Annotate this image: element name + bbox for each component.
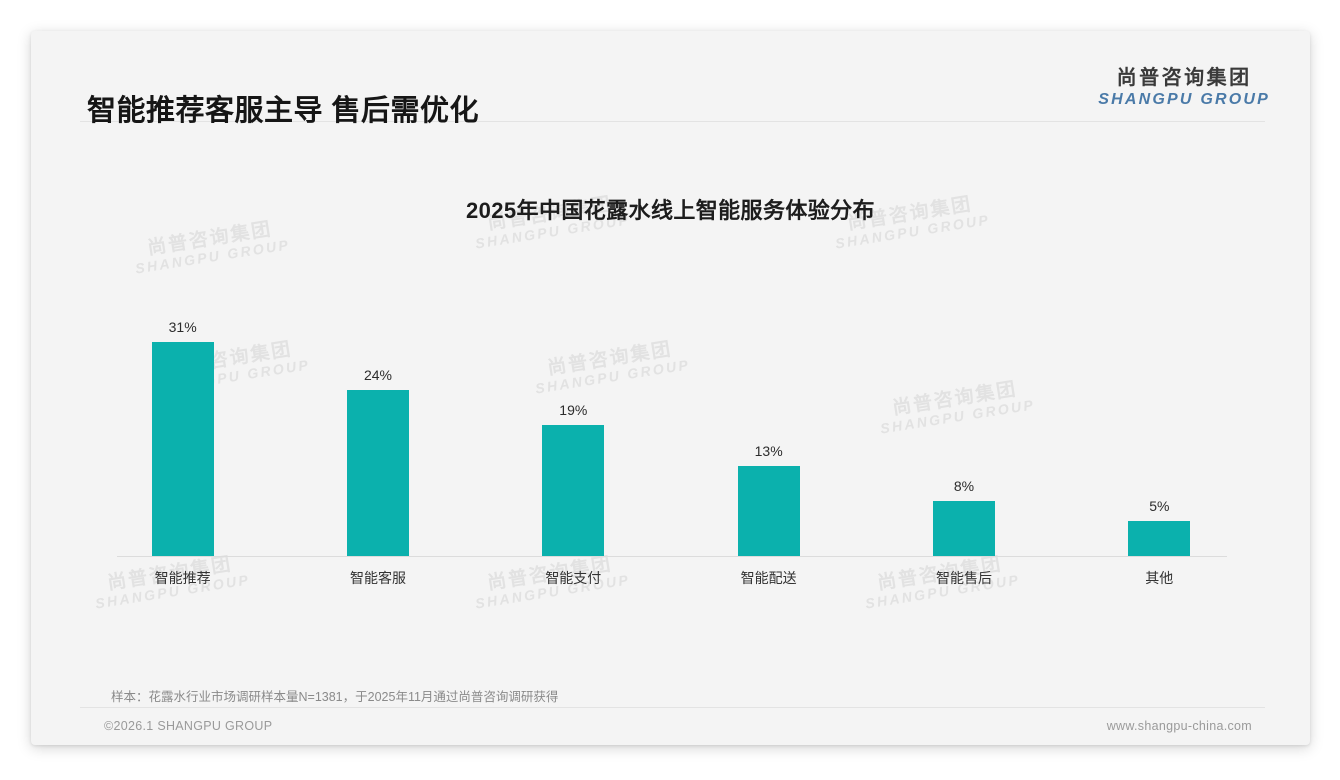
bar[interactable]	[151, 342, 214, 556]
bar-column[interactable]: 31%	[85, 286, 280, 556]
x-axis-label: 智能支付	[545, 570, 602, 586]
brand-logo: 尚普咨询集团 SHANGPU GROUP	[1098, 61, 1270, 109]
slide-header: 智能推荐客服主导 售后需优化 尚普咨询集团 SHANGPU GROUP	[31, 31, 1310, 127]
x-axis-line	[117, 556, 1227, 557]
bar[interactable]	[737, 466, 800, 556]
chart-bars: 31% 24% 19% 13% 8% 5%	[85, 286, 1257, 556]
copyright-text: ©2026.1 SHANGPU GROUP	[104, 719, 273, 733]
brand-logo-cn: 尚普咨询集团	[1116, 67, 1252, 89]
source-footnote: 样本：花露水行业市场调研样本量N=1381，于2025年11月通过尚普咨询调研获…	[111, 690, 559, 704]
bar-column[interactable]: 24%	[280, 286, 475, 556]
bar-column[interactable]: 5%	[1062, 286, 1257, 556]
slide-card: 尚普咨询集团 SHANGPU GROUP 尚普咨询集团 SHANGPU GROU…	[31, 31, 1310, 745]
x-axis-label: 其他	[1145, 570, 1174, 586]
x-axis-labels: 智能推荐 智能客服 智能支付 智能配送 智能售后 其他	[85, 568, 1257, 588]
chart-title: 2025年中国花露水线上智能服务体验分布	[466, 198, 875, 223]
chart-plot-area: 31% 24% 19% 13% 8% 5% 智能推荐 智能客服 智能支付 智能配送 智能售后 其他	[85, 286, 1257, 586]
bar-value-label: 31%	[168, 319, 197, 335]
bar-column[interactable]: 19%	[476, 286, 671, 556]
bar-value-label: 8%	[953, 478, 975, 494]
bar[interactable]	[932, 501, 995, 556]
header-divider	[80, 121, 1265, 122]
footer-divider	[80, 707, 1265, 708]
bar[interactable]	[346, 390, 409, 556]
bar-column[interactable]: 8%	[866, 286, 1061, 556]
bar-value-label: 24%	[363, 367, 392, 383]
x-axis-label: 智能配送	[740, 570, 797, 586]
x-axis-label: 智能推荐	[154, 570, 211, 586]
bar-column[interactable]: 13%	[671, 286, 866, 556]
bar-value-label: 5%	[1149, 498, 1170, 514]
bar[interactable]	[1128, 521, 1191, 556]
website-text[interactable]: www.shangpu-china.com	[1106, 719, 1252, 733]
brand-logo-en: SHANGPU GROUP	[1098, 91, 1270, 108]
page-title: 智能推荐客服主导 售后需优化	[87, 95, 480, 127]
bar-value-label: 19%	[559, 402, 588, 418]
x-axis-label: 智能售后	[935, 570, 992, 586]
x-axis-label: 智能客服	[349, 570, 406, 586]
bar-value-label: 13%	[754, 443, 783, 459]
bar[interactable]	[542, 425, 605, 556]
slide-footer: ©2026.1 SHANGPU GROUP www.shangpu-china.…	[31, 707, 1310, 745]
bar-chart: 2025年中国花露水线上智能服务体验分布 31% 24% 19% 13% 8% 5% 智能…	[31, 131, 1310, 651]
